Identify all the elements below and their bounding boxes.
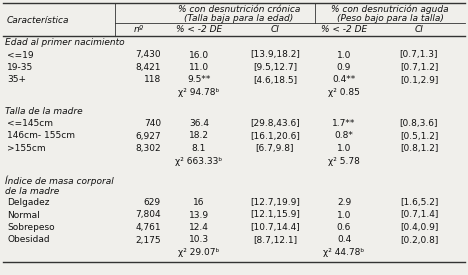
Text: Característica: Característica — [7, 16, 70, 25]
Text: CI: CI — [271, 25, 279, 34]
Text: [0.4,0.9]: [0.4,0.9] — [400, 223, 438, 232]
Text: χ² 0.85: χ² 0.85 — [328, 88, 360, 97]
Text: [29.8,43.6]: [29.8,43.6] — [250, 119, 300, 128]
Text: [0.1,2.9]: [0.1,2.9] — [400, 76, 438, 84]
Text: [0.5,1.2]: [0.5,1.2] — [400, 131, 438, 141]
Text: 0.4: 0.4 — [337, 235, 351, 244]
Text: 1.7**: 1.7** — [332, 119, 356, 128]
Text: 0.6: 0.6 — [337, 223, 351, 232]
Text: [16.1,20.6]: [16.1,20.6] — [250, 131, 300, 141]
Text: Talla de la madre: Talla de la madre — [5, 106, 83, 115]
Text: [0.7,1.3]: [0.7,1.3] — [400, 51, 438, 59]
Text: nº: nº — [134, 25, 144, 34]
Text: 16: 16 — [193, 198, 205, 207]
Text: 1.0: 1.0 — [337, 144, 351, 153]
Text: 7,804: 7,804 — [135, 210, 161, 219]
Text: % < -2 DE: % < -2 DE — [176, 25, 222, 34]
Text: % < -2 DE: % < -2 DE — [321, 25, 367, 34]
Text: 18.2: 18.2 — [189, 131, 209, 141]
Text: Delgadez: Delgadez — [7, 198, 50, 207]
Text: 6,927: 6,927 — [135, 131, 161, 141]
Text: [12.7,19.9]: [12.7,19.9] — [250, 198, 300, 207]
Text: [8.7,12.1]: [8.7,12.1] — [253, 235, 297, 244]
Text: [0.7,1.4]: [0.7,1.4] — [400, 210, 438, 219]
Text: 13.9: 13.9 — [189, 210, 209, 219]
Text: [0.8,3.6]: [0.8,3.6] — [400, 119, 438, 128]
Text: 146cm- 155cm: 146cm- 155cm — [7, 131, 75, 141]
Text: de la madre: de la madre — [5, 188, 59, 197]
Text: χ² 94.78ᵇ: χ² 94.78ᵇ — [178, 88, 219, 97]
Text: 2,175: 2,175 — [135, 235, 161, 244]
Text: 4,761: 4,761 — [135, 223, 161, 232]
Text: [0.8,1.2]: [0.8,1.2] — [400, 144, 438, 153]
Text: 118: 118 — [144, 76, 161, 84]
Text: 36.4: 36.4 — [189, 119, 209, 128]
Text: [6.7,9.8]: [6.7,9.8] — [256, 144, 294, 153]
Text: CI: CI — [415, 25, 424, 34]
Text: 8,421: 8,421 — [136, 63, 161, 72]
Text: [0.2,0.8]: [0.2,0.8] — [400, 235, 438, 244]
Text: 1.0: 1.0 — [337, 51, 351, 59]
Text: Normal: Normal — [7, 210, 40, 219]
Text: 0.8*: 0.8* — [335, 131, 353, 141]
Text: 8.1: 8.1 — [192, 144, 206, 153]
Text: 9.5**: 9.5** — [187, 76, 211, 84]
Text: [13.9,18.2]: [13.9,18.2] — [250, 51, 300, 59]
Text: [0.7,1.2]: [0.7,1.2] — [400, 63, 438, 72]
Text: Obesidad: Obesidad — [7, 235, 50, 244]
Text: 16.0: 16.0 — [189, 51, 209, 59]
Text: [1.6,5.2]: [1.6,5.2] — [400, 198, 438, 207]
Text: Edad al primer nacimiento: Edad al primer nacimiento — [5, 38, 124, 47]
Text: 11.0: 11.0 — [189, 63, 209, 72]
Text: 12.4: 12.4 — [189, 223, 209, 232]
Text: 1.0: 1.0 — [337, 210, 351, 219]
Text: [9.5,12.7]: [9.5,12.7] — [253, 63, 297, 72]
Text: <=19: <=19 — [7, 51, 34, 59]
Text: χ² 663.33ᵇ: χ² 663.33ᵇ — [176, 156, 223, 166]
Text: [4.6,18.5]: [4.6,18.5] — [253, 76, 297, 84]
Text: [12.1,15.9]: [12.1,15.9] — [250, 210, 300, 219]
Text: (Peso bajo para la talla): (Peso bajo para la talla) — [336, 14, 444, 23]
Text: 629: 629 — [144, 198, 161, 207]
Text: 10.3: 10.3 — [189, 235, 209, 244]
Text: 8,302: 8,302 — [135, 144, 161, 153]
Text: χ² 5.78: χ² 5.78 — [328, 156, 360, 166]
Text: 740: 740 — [144, 119, 161, 128]
Text: 2.9: 2.9 — [337, 198, 351, 207]
Text: 0.4**: 0.4** — [332, 76, 356, 84]
Text: (Talla baja para la edad): (Talla baja para la edad) — [184, 14, 293, 23]
Text: <=145cm: <=145cm — [7, 119, 53, 128]
Text: % con desnutrición aguda: % con desnutrición aguda — [331, 5, 449, 15]
Text: Sobrepeso: Sobrepeso — [7, 223, 55, 232]
Text: 35+: 35+ — [7, 76, 26, 84]
Text: 19-35: 19-35 — [7, 63, 33, 72]
Text: Índice de masa corporal: Índice de masa corporal — [5, 175, 114, 186]
Text: [10.7,14.4]: [10.7,14.4] — [250, 223, 300, 232]
Text: >155cm: >155cm — [7, 144, 45, 153]
Text: χ² 44.78ᵇ: χ² 44.78ᵇ — [323, 248, 365, 257]
Text: 7,430: 7,430 — [135, 51, 161, 59]
Text: χ² 29.07ᵇ: χ² 29.07ᵇ — [178, 248, 219, 257]
Text: % con desnutrición crónica: % con desnutrición crónica — [178, 5, 300, 14]
Text: 0.9: 0.9 — [337, 63, 351, 72]
